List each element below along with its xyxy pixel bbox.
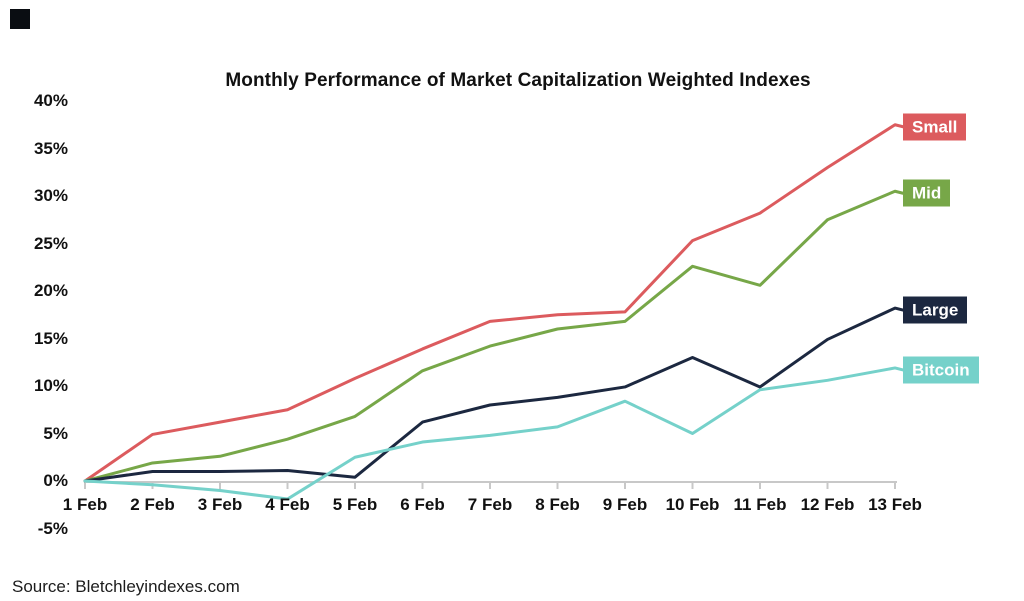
- x-tick-label: 9 Feb: [602, 495, 648, 514]
- source-note: Source: Bletchleyindexes.com: [12, 577, 240, 596]
- y-tick-label: 5%: [43, 423, 68, 443]
- y-tick-label: 35%: [33, 138, 68, 158]
- x-tick-label: 10 Feb: [665, 495, 720, 514]
- x-tick-label: 4 Feb: [265, 495, 310, 514]
- legend-large: Large: [903, 296, 968, 324]
- x-tick-label: 6 Feb: [400, 495, 445, 514]
- y-tick-label: 25%: [33, 233, 68, 253]
- corner-square: [10, 9, 30, 29]
- legend-small: Small: [903, 113, 967, 141]
- x-tick-label: 13 Feb: [868, 495, 922, 514]
- y-tick-label: 10%: [33, 376, 68, 395]
- x-tick-label: 11 Feb: [733, 495, 787, 514]
- series-line-mid: [83, 189, 905, 483]
- x-tick-label: 12 Feb: [800, 495, 855, 514]
- legend-mid: Mid: [903, 179, 951, 207]
- x-tick-label: 7 Feb: [467, 495, 513, 514]
- x-tick-label: 8 Feb: [535, 495, 580, 514]
- y-tick-label: 30%: [33, 186, 68, 205]
- y-tick-label: 40%: [33, 91, 68, 110]
- legend-bitcoin: Bitcoin: [903, 356, 979, 384]
- chart-title: Monthly Performance of Market Capitaliza…: [225, 70, 811, 91]
- y-tick-label: -5%: [37, 518, 68, 538]
- x-tick-label: 1 Feb: [62, 495, 108, 514]
- series-line-large: [83, 306, 905, 483]
- series-line-small: [83, 123, 905, 483]
- series-line-bitcoin: [83, 366, 905, 501]
- x-tick-label: 2 Feb: [130, 495, 175, 514]
- x-tick-label: 5 Feb: [332, 495, 378, 514]
- y-tick-label: 20%: [33, 281, 68, 300]
- y-tick-label: 15%: [33, 328, 68, 348]
- x-tick-label: 3 Feb: [197, 495, 243, 514]
- y-tick-label: 0%: [43, 471, 68, 490]
